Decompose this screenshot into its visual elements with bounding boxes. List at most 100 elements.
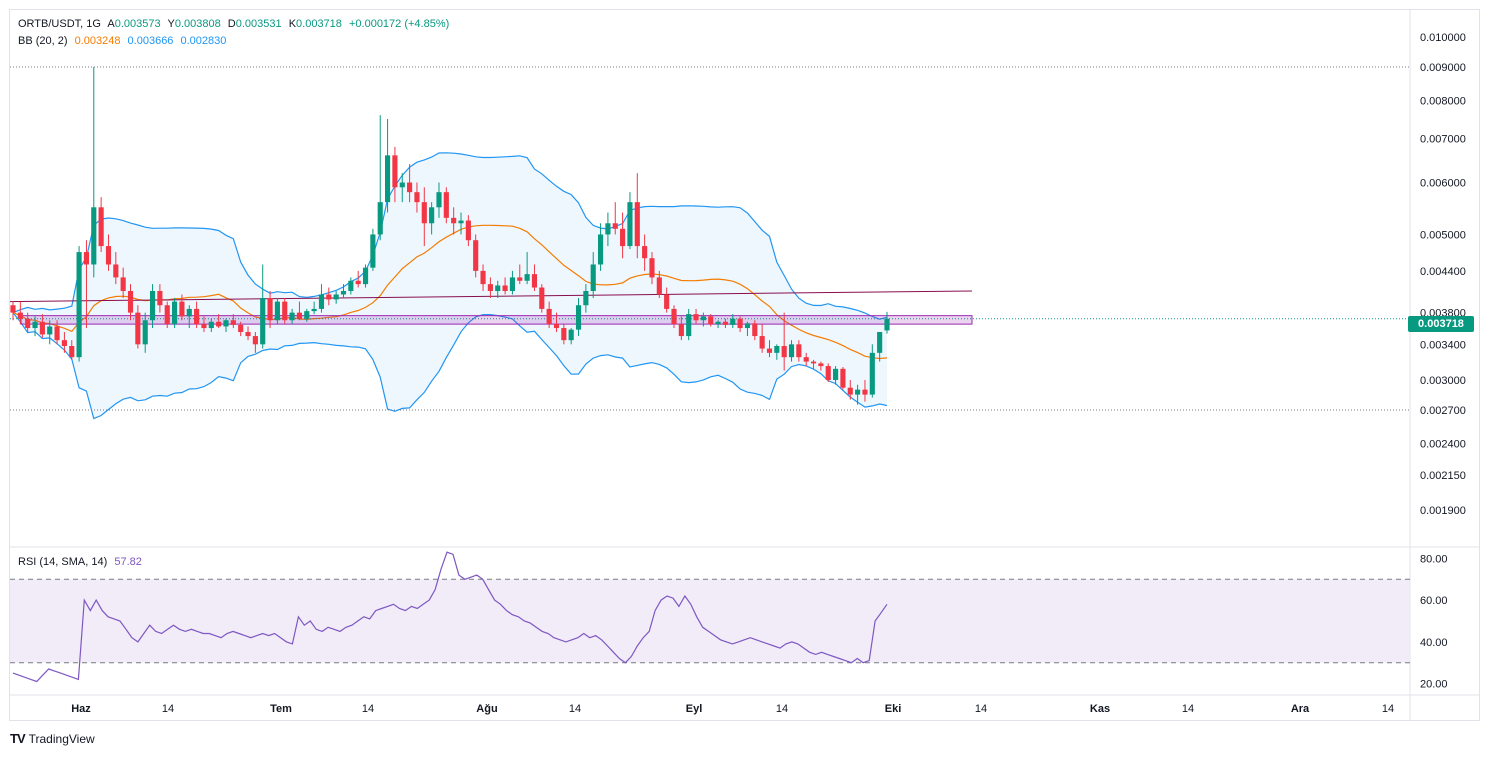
candle-body [186,308,192,317]
bb-fill [13,152,887,419]
bb-lower-line [12,312,888,420]
candle-body [825,366,831,380]
candle-body [642,246,648,259]
chart-frame [9,9,1480,721]
time-tick-label: Haz [71,703,91,715]
candle-body [796,344,802,358]
candle-body [671,308,677,325]
candle-body [172,301,178,325]
candle-body [495,285,501,291]
trendline [9,290,973,303]
candle-body [399,182,405,188]
candle-body [10,305,16,313]
candle-body [296,312,303,319]
candle-body [282,301,288,321]
candle-body [421,202,427,224]
support-zone [20,315,973,325]
candle-body [583,290,589,306]
candle-body [326,294,332,300]
candle-body [385,155,391,203]
rsi-tick-label: 80.00 [1420,553,1448,565]
time-tick-label: 14 [975,703,987,715]
candle-body [216,321,222,327]
candle-body [473,240,479,271]
candle-body [656,277,662,295]
change-value: +0.000172 (+4.85%) [348,18,450,30]
time-tick-label: Kas [1090,703,1110,715]
rsi-band-fill [10,579,1410,663]
candle-body [83,252,90,265]
candle-body [730,318,736,325]
price-tick-label: 0.002400 [1420,439,1466,451]
candle-body [612,223,618,229]
bb-upper-line [12,152,888,320]
candle-body [480,270,486,285]
low-value: 0.003531 [235,18,282,30]
tradingview-logo[interactable]: TV TradingView [10,731,95,746]
candle-body [855,389,861,395]
candle-body [605,223,611,235]
candle-body [17,312,23,319]
candle-body [575,305,582,330]
price-tick-label: 0.006000 [1420,178,1466,190]
candle-body [862,389,868,395]
open-value: 0.003573 [114,18,161,30]
time-tick-label: 14 [162,703,174,715]
candle-body [803,357,809,362]
candle-body [877,332,883,353]
candle-body [25,318,31,329]
candle-body [869,352,875,395]
price-tick-label: 0.007000 [1420,134,1466,146]
candle-body [267,298,273,321]
candle-body [120,277,126,291]
candle-body [429,207,435,224]
rsi-label: RSI (14, SMA, 14) [18,556,108,568]
candle-body [502,285,508,291]
price-tick-label: 0.002700 [1420,405,1466,417]
candle-body [61,340,67,347]
candle-body [781,346,787,358]
candle-body [546,308,552,325]
candle-body [597,234,604,265]
low-label: D [227,18,236,30]
price-tick-label: 0.003000 [1420,375,1466,387]
bb-lower-value: 0.002830 [180,35,227,47]
candle-body [627,202,633,247]
candle-body [436,192,442,208]
candle-body [487,284,493,291]
price-tick-label: 0.003400 [1420,339,1466,351]
rsi-tick-label: 60.00 [1420,595,1448,607]
time-tick-label: 14 [776,703,788,715]
candle-body [289,312,295,321]
candle-body [274,301,280,321]
candle-body [524,274,530,281]
candle-body [318,294,325,309]
candle-body [223,320,229,327]
price-tick-label: 0.005000 [1420,229,1466,241]
candle-body [649,258,655,278]
time-tick-label: 14 [569,703,581,715]
candle-body [818,363,824,367]
candle-body [32,321,38,329]
candle-body [105,246,112,265]
candle-body [157,290,163,306]
candle-body [76,252,82,358]
candle-body [414,192,420,203]
candle-body [98,207,104,247]
symbol-label: ORTB/USDT, 1G [18,18,101,30]
candle-body [113,264,119,278]
candle-body [340,290,347,295]
candle-body [766,348,773,353]
candle-body [759,336,765,349]
candle-body [847,387,853,395]
candle-body [407,182,413,193]
candle-body [260,298,266,345]
time-tick-label: Tem [270,703,292,715]
candle-body [208,321,214,329]
candle-body [392,155,398,188]
time-tick-label: 14 [362,703,374,715]
bb-basis-value: 0.003248 [74,35,121,47]
candle-body [333,294,339,300]
candle-body [620,228,626,247]
